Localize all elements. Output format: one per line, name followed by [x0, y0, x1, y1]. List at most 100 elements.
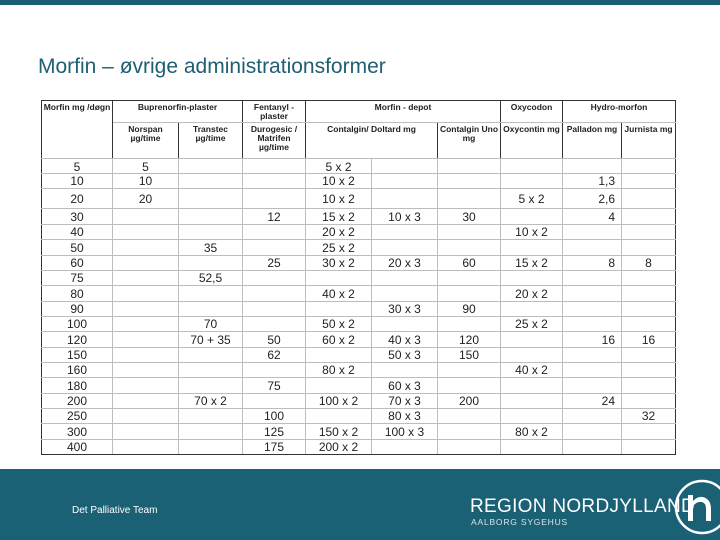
- dose-cell: [371, 158, 438, 174]
- dose-cell: [242, 173, 306, 189]
- dose-cell: 8: [620, 255, 677, 271]
- dose-cell: [178, 408, 243, 424]
- morfin-dose-cell: 160: [41, 362, 113, 378]
- dose-cell: 200: [437, 393, 501, 409]
- subheader-palladon: Palladon mg: [562, 122, 622, 159]
- dose-cell: [562, 224, 622, 240]
- dose-cell: [178, 255, 243, 271]
- dose-cell: [437, 439, 501, 455]
- dose-cell: [305, 270, 372, 286]
- dose-cell: [562, 439, 622, 455]
- table-row: 250 100 80 x 3 32: [41, 408, 677, 424]
- morfin-dose-cell: 40: [41, 224, 113, 240]
- dose-cell: 15 x 2: [500, 255, 563, 271]
- morfin-dose-cell: 150: [41, 347, 113, 363]
- dose-cell: [500, 439, 563, 455]
- dose-cell: 16: [562, 331, 622, 348]
- header-fentanyl-plaster: Fentanyl - plaster: [242, 100, 306, 123]
- dose-cell: 175: [242, 439, 306, 455]
- morfin-dose-cell: 20: [41, 188, 113, 209]
- dose-cell: [620, 158, 677, 174]
- dose-cell: [242, 316, 306, 332]
- dose-cell: [242, 393, 306, 409]
- dose-cell: 5 x 2: [500, 188, 563, 209]
- dose-cell: [242, 239, 306, 256]
- dose-cell: 60 x 3: [371, 377, 438, 394]
- dose-cell: 10 x 3: [371, 208, 438, 225]
- dose-cell: [112, 255, 179, 271]
- dose-cell: [500, 408, 563, 424]
- dose-cell: [437, 362, 501, 378]
- dose-cell: 25 x 2: [500, 316, 563, 332]
- dose-cell: 50 x 3: [371, 347, 438, 363]
- dose-cell: [112, 316, 179, 332]
- table-row: 120 70 + 35 50 60 x 2 40 x 3 120 16 16: [41, 331, 677, 348]
- table-row: 40 20 x 2 10 x 2: [41, 224, 677, 240]
- dose-cell: [562, 239, 622, 256]
- dose-cell: [500, 331, 563, 348]
- dose-cell: [178, 301, 243, 317]
- footer-label: Det Palliative Team: [72, 505, 158, 516]
- dose-cell: 90: [437, 301, 501, 317]
- dose-cell: 16: [620, 331, 677, 348]
- dose-cell: 40 x 3: [371, 331, 438, 348]
- dose-cell: [562, 301, 622, 317]
- dose-cell: [620, 270, 677, 286]
- dose-cell: [112, 439, 179, 455]
- dose-cell: [112, 224, 179, 240]
- dose-cell: 20 x 2: [500, 285, 563, 302]
- dose-cell: [242, 270, 306, 286]
- dose-cell: 2,6: [562, 188, 622, 209]
- table-row: 75 52,5: [41, 270, 677, 286]
- dose-cell: [437, 423, 501, 440]
- dose-cell: [620, 423, 677, 440]
- subheader-contalgin-uno: Contalgin Uno mg: [437, 122, 501, 159]
- dose-cell: [112, 285, 179, 302]
- dose-cell: 50 x 2: [305, 316, 372, 332]
- dose-cell: [112, 347, 179, 363]
- dose-cell: [437, 285, 501, 302]
- dose-cell: [112, 377, 179, 394]
- table-row: 150 62 50 x 3 150: [41, 347, 677, 363]
- morfin-dose-cell: 75: [41, 270, 113, 286]
- table-row: 80 40 x 2 20 x 2: [41, 285, 677, 302]
- dose-cell: 25 x 2: [305, 239, 372, 256]
- dose-cell: 20: [112, 188, 179, 209]
- dose-cell: [437, 270, 501, 286]
- subheader-durogesic-matrifen: Durogesic / Matrifen µg/time: [242, 122, 306, 159]
- dose-cell: [620, 301, 677, 317]
- dose-cell: [371, 188, 438, 209]
- dose-cell: 100 x 3: [371, 423, 438, 440]
- dose-cell: [500, 239, 563, 256]
- dose-cell: 100: [242, 408, 306, 424]
- dose-cell: [178, 423, 243, 440]
- dose-cell: [620, 239, 677, 256]
- table-row: 200 70 x 2 100 x 2 70 x 3 200 24: [41, 393, 677, 409]
- dose-cell: 70 x 2: [178, 393, 243, 409]
- morfin-dose-cell: 200: [41, 393, 113, 409]
- table-row: 160 80 x 2 40 x 2: [41, 362, 677, 378]
- dose-cell: [437, 316, 501, 332]
- dose-cell: [562, 158, 622, 174]
- dose-cell: [242, 224, 306, 240]
- dose-cell: [178, 285, 243, 302]
- dose-cell: 125: [242, 423, 306, 440]
- dose-cell: [112, 362, 179, 378]
- morfin-dose-cell: 250: [41, 408, 113, 424]
- dose-cell: [371, 239, 438, 256]
- morfin-dose-cell: 180: [41, 377, 113, 394]
- slide-title: Morfin – øvrige administrationsformer: [38, 55, 386, 78]
- dose-cell: [371, 173, 438, 189]
- dose-cell: [178, 158, 243, 174]
- morfin-dose-cell: 5: [41, 158, 113, 174]
- dose-cell: 10 x 2: [305, 188, 372, 209]
- table-row: 400 175 200 x 2: [41, 439, 677, 455]
- dose-cell: 35: [178, 239, 243, 256]
- table-row: 100 70 50 x 2 25 x 2: [41, 316, 677, 332]
- dose-cell: 4: [562, 208, 622, 225]
- dose-cell: [371, 316, 438, 332]
- dose-cell: [500, 270, 563, 286]
- dose-cell: [178, 208, 243, 225]
- dose-cell: 70 + 35: [178, 331, 243, 348]
